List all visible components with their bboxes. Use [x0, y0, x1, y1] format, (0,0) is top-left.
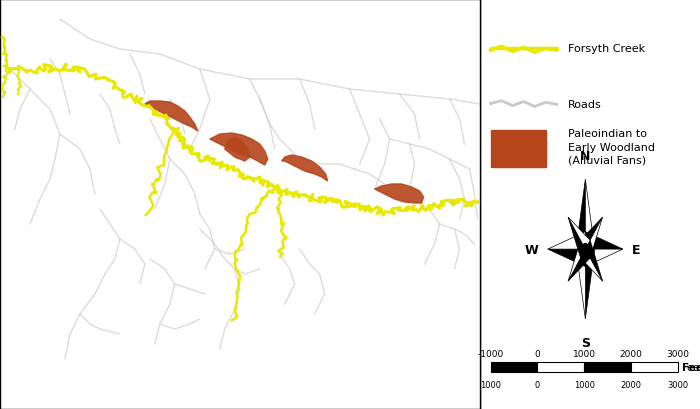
Polygon shape	[576, 249, 585, 319]
Polygon shape	[580, 218, 603, 249]
Polygon shape	[585, 232, 623, 249]
Polygon shape	[281, 155, 328, 182]
Text: N: N	[580, 150, 591, 162]
Polygon shape	[568, 218, 590, 249]
FancyBboxPatch shape	[538, 362, 584, 372]
FancyBboxPatch shape	[491, 362, 538, 372]
Text: 2000: 2000	[620, 349, 643, 358]
Polygon shape	[568, 240, 585, 281]
Text: W: W	[525, 243, 538, 256]
Polygon shape	[210, 134, 267, 166]
FancyBboxPatch shape	[631, 362, 678, 372]
Text: Roads: Roads	[568, 99, 601, 109]
Text: Forsyth Creek: Forsyth Creek	[568, 44, 645, 54]
Polygon shape	[585, 249, 595, 319]
Circle shape	[582, 244, 588, 255]
Text: S: S	[581, 336, 590, 349]
Polygon shape	[585, 218, 603, 258]
Polygon shape	[585, 249, 623, 267]
Text: Feet: Feet	[682, 362, 700, 372]
Polygon shape	[548, 232, 585, 249]
Polygon shape	[568, 218, 585, 258]
Text: 0: 0	[535, 380, 540, 389]
Polygon shape	[585, 240, 603, 281]
Polygon shape	[145, 102, 198, 132]
Text: 3000: 3000	[667, 380, 689, 389]
FancyBboxPatch shape	[491, 131, 546, 168]
Polygon shape	[585, 180, 595, 249]
Polygon shape	[568, 249, 590, 281]
Polygon shape	[225, 138, 250, 162]
Text: Paleoindian to
Early Woodland
(Alluvial Fans): Paleoindian to Early Woodland (Alluvial …	[568, 129, 654, 165]
Text: 2000: 2000	[621, 380, 642, 389]
FancyBboxPatch shape	[584, 362, 631, 372]
Text: 0: 0	[535, 349, 540, 358]
Text: 1000: 1000	[573, 349, 596, 358]
Text: 1000: 1000	[574, 380, 595, 389]
Text: 1000: 1000	[480, 380, 501, 389]
Polygon shape	[576, 180, 585, 249]
Polygon shape	[580, 249, 603, 281]
Polygon shape	[548, 249, 585, 267]
Text: Feet: Feet	[682, 362, 700, 372]
Text: E: E	[632, 243, 640, 256]
Text: -1000: -1000	[477, 349, 504, 358]
Polygon shape	[374, 184, 423, 204]
Text: 3000: 3000	[666, 349, 690, 358]
